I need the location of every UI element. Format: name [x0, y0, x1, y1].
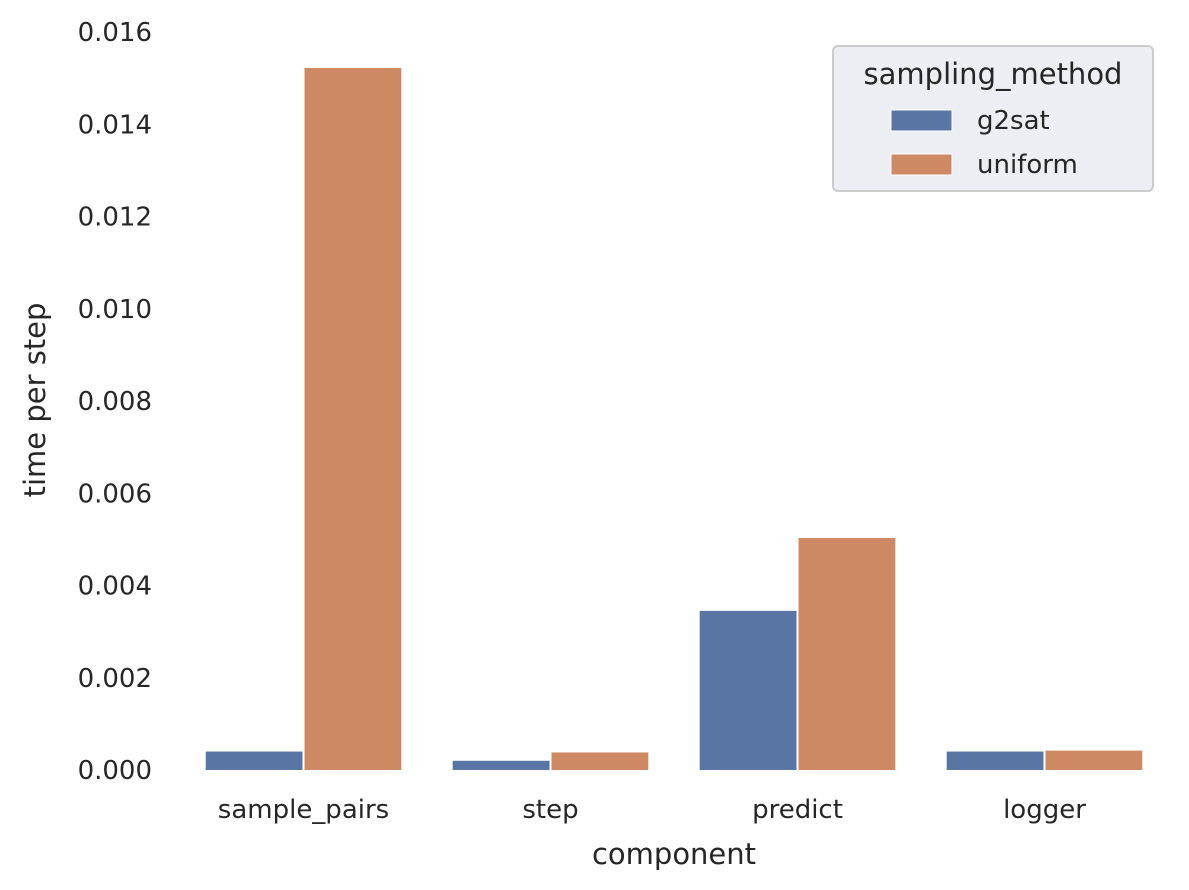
x-tick-label: predict	[752, 795, 843, 825]
y-tick-label: 0.000	[78, 756, 152, 786]
bar-g2sat-sample-pairs	[205, 751, 303, 770]
y-tick-label: 0.002	[78, 664, 152, 694]
y-tick-label: 0.014	[78, 110, 152, 140]
y-tick-label: 0.006	[78, 479, 152, 509]
bar-g2sat-step	[452, 760, 550, 770]
legend-title: sampling_method	[864, 57, 1123, 91]
bars	[205, 67, 1143, 771]
bar-uniform-logger	[1045, 750, 1143, 770]
x-tick-label: step	[522, 795, 578, 825]
bar-uniform-step	[551, 752, 649, 770]
y-tick-label: 0.012	[78, 203, 152, 233]
y-axis-label: time per step	[18, 303, 52, 498]
legend-swatch-uniform	[890, 153, 953, 176]
legend-swatch-g2sat	[890, 109, 953, 132]
y-tick-label: 0.010	[78, 295, 152, 325]
bar-g2sat-predict	[699, 610, 797, 770]
legend-label-uniform: uniform	[977, 150, 1078, 180]
legend-label-g2sat: g2sat	[977, 106, 1050, 136]
y-tick-label: 0.008	[78, 387, 152, 417]
x-axis-label: component	[592, 837, 756, 871]
y-tick-label: 0.016	[78, 18, 152, 48]
x-tick-label: sample_pairs	[218, 795, 389, 825]
bar-g2sat-logger	[946, 751, 1044, 770]
bar-uniform-predict	[798, 537, 896, 770]
x-axis: sample_pairs step predict logger	[218, 795, 1086, 825]
legend: sampling_method g2sat uniform	[832, 45, 1154, 192]
y-axis: 0.000 0.002 0.004 0.006 0.008 0.010 0.012 0.014…	[78, 18, 152, 786]
bar-uniform-sample-pairs	[304, 67, 402, 771]
y-tick-label: 0.004	[78, 572, 152, 602]
x-tick-label: logger	[1003, 795, 1086, 825]
